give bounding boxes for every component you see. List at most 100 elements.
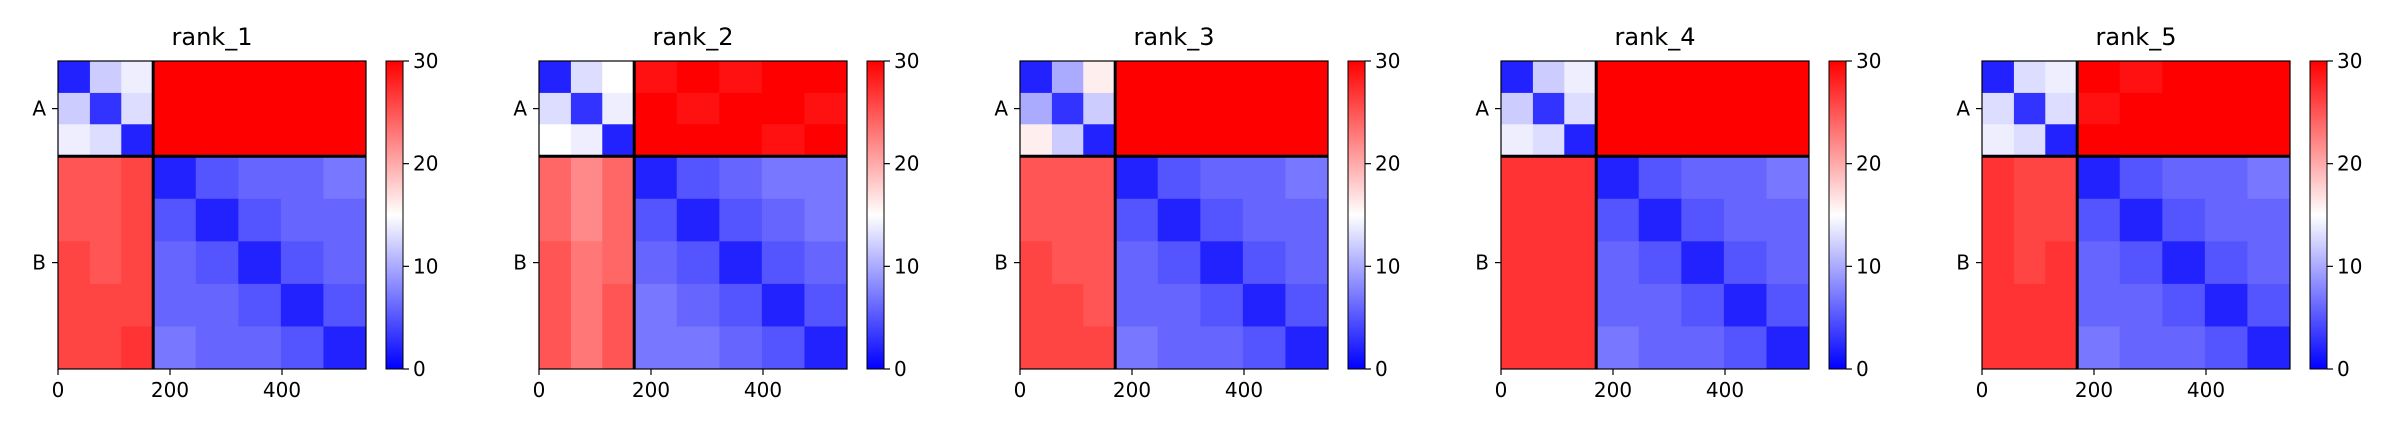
heatmap-cell: [1532, 241, 1565, 285]
heatmap-cell: [1242, 326, 1286, 370]
heatmap-cell: [238, 156, 282, 200]
heatmap-cell: [89, 92, 122, 125]
heatmap-cell: [2204, 61, 2248, 94]
heatmap-cell: [2119, 283, 2163, 327]
heatmap-cell: [602, 198, 635, 242]
heatmap-cell: [280, 283, 324, 327]
heatmap-cell: [1083, 326, 1116, 370]
heatmap-cell: [2119, 92, 2163, 125]
y-tick-label: A: [32, 97, 46, 121]
heatmap-cell: [2045, 92, 2078, 125]
heatmap-cell: [2162, 124, 2206, 157]
heatmap-cell: [602, 124, 635, 157]
heatmap-cell: [634, 156, 678, 200]
heatmap-cell: [1638, 283, 1682, 327]
heatmap-cell: [1157, 92, 1201, 125]
heatmap-cell: [1051, 156, 1084, 200]
heatmap-cell: [2045, 156, 2078, 200]
colorbar-tick-label: 0: [1856, 357, 1869, 381]
heatmap-cell: [719, 61, 763, 94]
heatmap-cell: [1285, 124, 1329, 157]
heatmap-cell: [2247, 326, 2291, 370]
heatmap-cell: [323, 283, 367, 327]
heatmap-cell: [1681, 241, 1725, 285]
heatmap-cell: [1596, 241, 1640, 285]
heatmap-cell: [1020, 124, 1053, 157]
heatmap-cell: [2045, 241, 2078, 285]
heatmap-cell: [1157, 124, 1201, 157]
heatmap-cell: [1242, 198, 1286, 242]
heatmap-cell: [1285, 283, 1329, 327]
heatmap-cell: [1766, 326, 1810, 370]
colorbar-tick-label: 30: [894, 49, 919, 73]
heatmap-cell: [2119, 61, 2163, 94]
heatmap-cell: [153, 283, 197, 327]
heatmap-cell: [634, 283, 678, 327]
heatmap-cell: [1051, 61, 1084, 94]
heatmap-cell: [2204, 326, 2248, 370]
heatmap-cell: [602, 156, 635, 200]
heatmap-cell: [2247, 198, 2291, 242]
heatmap-cell: [1982, 326, 2015, 370]
heatmap-cell: [1157, 283, 1201, 327]
heatmap-cell: [1020, 283, 1053, 327]
panel-title: rank_5: [2096, 23, 2177, 51]
y-tick-label: B: [1956, 251, 1970, 275]
heatmap-cell: [1532, 326, 1565, 370]
heatmap-cell: [1723, 92, 1767, 125]
heatmap-cell: [195, 198, 239, 242]
colorbar-tick-label: 20: [1856, 152, 1881, 176]
heatmap-cell: [602, 241, 635, 285]
heatmap-cell: [761, 156, 805, 200]
heatmap-cell: [1766, 61, 1810, 94]
heatmap-cell: [2077, 124, 2121, 157]
heatmap-cell: [2204, 92, 2248, 125]
heatmap-cell: [676, 326, 720, 370]
heatmap-cell: [238, 198, 282, 242]
heatmap-cell: [570, 326, 603, 370]
heatmap-cell: [58, 92, 91, 125]
heatmap-cell: [1157, 198, 1201, 242]
colorbar-tick-label: 10: [894, 254, 919, 278]
colorbar: [2309, 60, 2328, 370]
heatmap-cell: [761, 124, 805, 157]
heatmap-cell: [1564, 92, 1597, 125]
heatmap-cell: [539, 124, 572, 157]
heatmap-cell: [323, 156, 367, 200]
heatmap-cell: [58, 156, 91, 200]
y-tick-label: A: [513, 97, 527, 121]
heatmap-cell: [1200, 283, 1244, 327]
heatmap-cell: [2119, 241, 2163, 285]
heatmap-cell: [634, 198, 678, 242]
heatmap-cell: [1532, 92, 1565, 125]
y-tick-label: B: [994, 251, 1008, 275]
heatmap-cell: [2204, 283, 2248, 327]
colorbar-tick-label: 0: [413, 357, 426, 381]
heatmap-cell: [1051, 124, 1084, 157]
heatmap-cell: [761, 326, 805, 370]
heatmap-cell: [121, 198, 154, 242]
heatmap-cell: [1242, 283, 1286, 327]
heatmap-cell: [2045, 61, 2078, 94]
heatmap-cell: [2119, 326, 2163, 370]
heatmap-cell: [2247, 156, 2291, 200]
heatmap-cell: [238, 124, 282, 157]
heatmap-cell: [2119, 124, 2163, 157]
heatmap-cell: [804, 124, 848, 157]
heatmap-cell: [89, 198, 122, 242]
heatmap-cell: [804, 92, 848, 125]
x-tick-label: 200: [1594, 378, 1632, 402]
heatmap-cell: [121, 326, 154, 370]
heatmap-cell: [2077, 156, 2121, 200]
heatmap-cell: [1596, 156, 1640, 200]
heatmap-cell: [2204, 241, 2248, 285]
heatmap-cell: [1020, 61, 1053, 94]
x-tick-label: 200: [1113, 378, 1151, 402]
heatmap-cell: [2204, 156, 2248, 200]
heatmap-cell: [323, 241, 367, 285]
heatmap-cell: [1982, 92, 2015, 125]
heatmap-cell: [1681, 283, 1725, 327]
heatmap-cell: [1083, 283, 1116, 327]
heatmap-cell: [1532, 156, 1565, 200]
heatmap-cell: [1982, 124, 2015, 157]
